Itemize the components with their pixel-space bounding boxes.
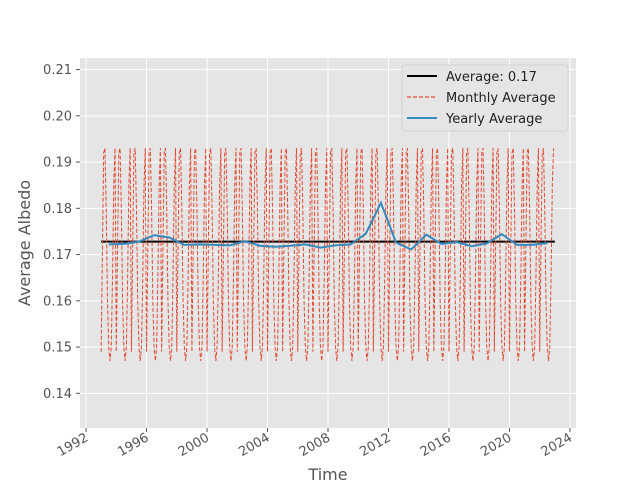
x-tick-label: 2012: [357, 430, 393, 460]
x-tick-label: 1992: [55, 430, 91, 460]
x-axis-title: Time: [307, 465, 347, 480]
x-tick-label: 2024: [539, 430, 575, 460]
legend-label-yearly: Yearly Average: [445, 112, 542, 127]
y-tick-label: 0.21: [43, 63, 72, 78]
y-tick-label: 0.19: [43, 156, 72, 171]
x-tick-label: 1996: [115, 430, 151, 460]
legend-box: [401, 64, 569, 132]
series-line-monthly-average: [100, 148, 555, 361]
y-tick-label: 0.17: [43, 248, 72, 263]
x-tick-label: 2020: [478, 430, 514, 460]
y-tick-label: 0.15: [43, 341, 72, 356]
x-tick-label: 2016: [418, 430, 454, 460]
y-tick-label: 0.16: [43, 294, 72, 309]
x-tick-label: 2000: [176, 430, 212, 460]
legend: Average: 0.17 Monthly Average Yearly Ave…: [401, 64, 569, 132]
x-tick-label: 2004: [236, 430, 272, 460]
legend-label-monthly: Monthly Average: [446, 91, 556, 106]
y-tick-label: 0.14: [43, 387, 72, 402]
y-axis-title: Average Albedo: [15, 180, 34, 306]
series-line-yearly-average: [108, 200, 548, 251]
y-tick-label: 0.20: [43, 109, 72, 124]
legend-label-average: Average: 0.17: [446, 70, 537, 85]
series-layer: [100, 148, 555, 361]
x-tick-label: 2008: [297, 430, 333, 460]
y-tick-label: 0.18: [43, 202, 72, 217]
